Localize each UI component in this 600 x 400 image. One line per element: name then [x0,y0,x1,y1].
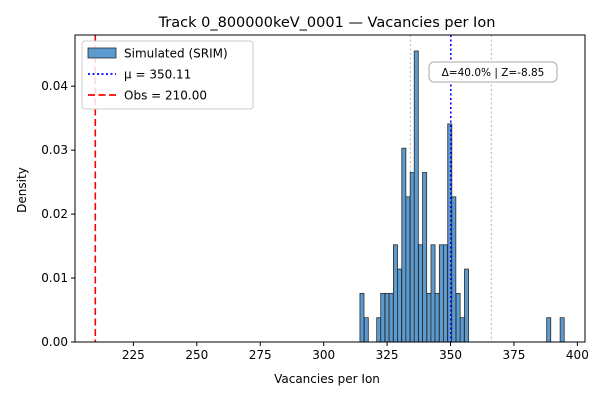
stats-annotation: Δ=40.0% | Z=-8.85 [428,61,558,83]
legend-swatch-histogram [87,47,117,59]
y-tick-label: 0.04 [41,79,68,93]
legend-label: Obs = 210.00 [124,89,207,103]
histogram-bar [393,244,398,343]
histogram-bar [559,317,565,343]
annotation-box [428,61,558,83]
x-tick-label: 275 [249,348,272,362]
histogram-bar [434,292,440,343]
histogram-bar [426,292,432,343]
x-tick-label: 400 [566,348,589,362]
plot-area [74,34,586,343]
histogram-bar [418,244,424,343]
legend-label: Simulated (SRIM) [124,47,228,61]
legend: Simulated (SRIM) μ = 350.11 Obs = 210.00 [81,40,254,110]
histogram-bar [422,172,428,343]
histogram-bar [384,292,390,343]
histogram-bar [464,268,469,343]
histogram-bar [401,147,407,343]
histogram-bar [546,317,552,343]
x-tick-label: 225 [122,348,145,362]
legend-label: μ = 350.11 [124,68,191,82]
x-tick-label: 300 [312,348,335,362]
histogram-bar [397,268,402,343]
histogram-bar [443,244,448,343]
histogram-bar [376,317,382,343]
y-tick-label: 0.03 [41,143,68,157]
y-axis: 0.00 0.01 0.02 0.03 0.04 [41,79,75,349]
histogram-bar [405,196,411,343]
histogram-bar [359,292,365,343]
y-tick-label: 0.02 [41,207,68,221]
histogram-bar [438,244,444,343]
histogram-bar [459,317,465,343]
annotation-text: Δ=40.0% | Z=-8.85 [442,67,545,79]
histogram-bar [455,292,461,343]
histogram-bar [363,317,369,343]
x-tick-label: 325 [376,348,399,362]
histogram-bar [380,292,386,343]
y-tick-label: 0.00 [41,335,68,349]
y-tick-label: 0.01 [41,271,68,285]
x-tick-label: 250 [185,348,208,362]
x-axis: 225 250 275 300 325 350 375 400 [122,342,589,362]
histogram-bar [451,196,457,343]
x-tick-label: 350 [439,348,462,362]
y-axis-label: Density [15,167,29,213]
histogram-bar [413,50,419,343]
plot-frame [74,34,586,343]
x-tick-label: 375 [503,348,526,362]
histogram-bar [409,172,415,343]
legend-box [81,40,254,110]
histogram-bar [388,292,394,343]
x-axis-label: Vacancies per Ion [274,372,380,386]
histogram-bar [430,244,436,343]
chart-title: Track 0_800000keV_0001 — Vacancies per I… [158,15,496,31]
